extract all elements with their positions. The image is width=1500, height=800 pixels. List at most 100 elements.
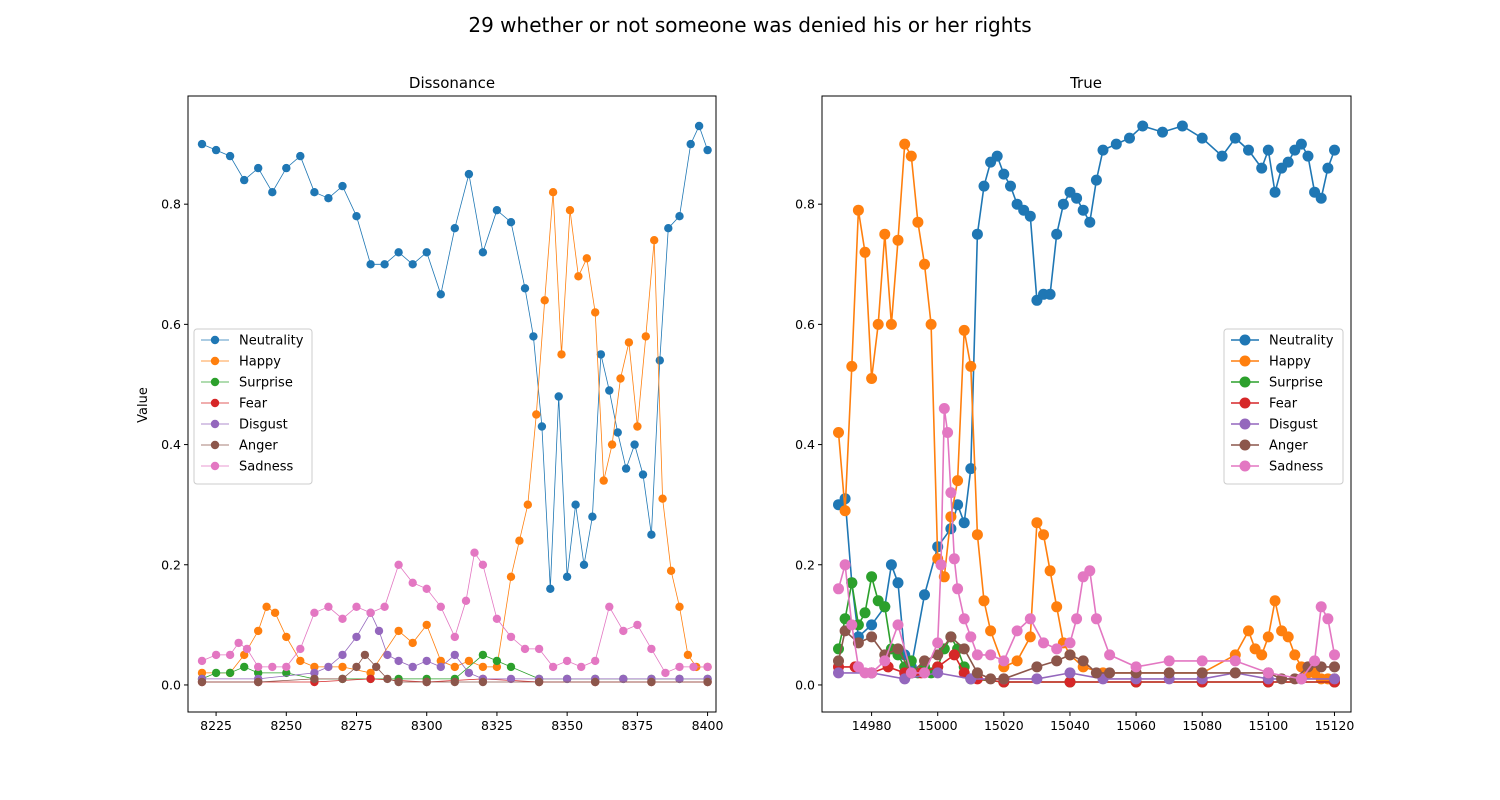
- data-point-neutrality: [1137, 120, 1149, 132]
- data-point-anger: [833, 655, 844, 667]
- data-point-neutrality: [655, 356, 664, 365]
- data-point-anger: [338, 674, 347, 684]
- data-point-happy: [859, 246, 871, 258]
- data-point-sadness: [619, 626, 628, 636]
- figure-title: 29 whether or not someone was denied his…: [468, 13, 1031, 37]
- data-point-sadness: [971, 649, 983, 661]
- data-point-anger: [1064, 649, 1076, 661]
- data-point-happy: [540, 296, 549, 305]
- data-point-neutrality: [1315, 192, 1327, 204]
- data-point-sadness: [942, 427, 954, 438]
- data-point-anger: [372, 662, 381, 672]
- data-point-sadness: [282, 662, 291, 672]
- true-chart: True 14980 15000 15020 15040 15060 15080 15100…: [795, 74, 1354, 733]
- x-tick-label: 15020: [984, 718, 1024, 733]
- data-point-anger: [1031, 661, 1043, 673]
- data-point-happy: [666, 566, 676, 575]
- x-tick-label: 8350: [551, 718, 583, 733]
- series-line-happy: [837, 141, 1335, 680]
- data-point-sadness: [985, 649, 997, 661]
- data-point-neutrality: [1196, 132, 1208, 144]
- data-point-neutrality: [529, 332, 538, 341]
- data-point-neutrality: [408, 260, 417, 269]
- data-point-sadness: [352, 602, 361, 611]
- data-point-sadness: [965, 631, 977, 643]
- y-tick-label: 0.0: [161, 677, 181, 692]
- legend-item: Happy: [201, 355, 281, 370]
- true-chart-title: True: [1069, 74, 1102, 92]
- data-point-neutrality: [675, 212, 684, 221]
- data-point-happy: [892, 234, 904, 246]
- data-point-sadness: [338, 614, 347, 623]
- data-point-happy: [1282, 631, 1294, 643]
- data-point-sadness: [935, 559, 947, 571]
- data-point-neutrality: [1176, 120, 1188, 132]
- x-tick-label: 15040: [1050, 718, 1090, 733]
- data-point-disgust: [619, 674, 628, 684]
- legend-item: Fear: [201, 397, 268, 412]
- x-tick-label: 15060: [1116, 718, 1156, 733]
- data-point-neutrality: [1243, 144, 1254, 156]
- data-point-happy: [675, 602, 684, 611]
- data-point-neutrality: [240, 175, 249, 185]
- data-point-disgust: [833, 667, 844, 679]
- data-point-sadness: [661, 668, 670, 678]
- data-point-sadness: [577, 662, 586, 672]
- data-point-surprise: [478, 650, 488, 660]
- data-point-anger: [971, 667, 983, 679]
- y-tick-label: 0.4: [795, 437, 815, 452]
- data-point-neutrality: [965, 463, 977, 475]
- data-point-neutrality: [268, 188, 277, 197]
- data-point-neutrality: [1051, 228, 1063, 240]
- data-point-sadness: [534, 644, 544, 654]
- data-point-neutrality: [366, 260, 375, 269]
- series-neutrality: [833, 120, 1340, 673]
- data-point-neutrality: [919, 589, 930, 601]
- data-point-sadness: [310, 608, 319, 617]
- x-tick-label: 14980: [852, 718, 892, 733]
- data-point-sadness: [846, 619, 858, 631]
- data-point-neutrality: [1229, 132, 1241, 144]
- series-sadness: [833, 403, 1340, 685]
- data-point-disgust: [1064, 667, 1076, 679]
- data-point-sadness: [1322, 613, 1334, 625]
- legend: Neutrality Happy Surprise Fear Disgust Anger S…: [1223, 328, 1344, 485]
- data-point-happy: [464, 656, 474, 666]
- data-point-happy: [408, 638, 417, 648]
- data-point-sadness: [366, 608, 375, 617]
- legend-item: Disgust: [201, 418, 288, 433]
- data-point-sadness: [254, 662, 263, 672]
- data-point-neutrality: [596, 350, 606, 359]
- data-point-happy: [938, 571, 950, 583]
- plot-frame: [821, 95, 1352, 713]
- data-point-neutrality: [537, 422, 547, 431]
- data-point-neutrality: [310, 188, 319, 197]
- data-point-sadness: [948, 553, 960, 565]
- legend-label: Disgust: [1269, 418, 1318, 433]
- legend-item: Disgust: [1231, 418, 1318, 433]
- data-point-disgust: [408, 662, 417, 672]
- data-point-neutrality: [520, 284, 530, 293]
- legend-label: Fear: [1269, 397, 1298, 412]
- data-point-happy: [557, 350, 566, 359]
- data-point-sadness: [905, 667, 917, 679]
- data-point-neutrality: [1322, 162, 1334, 174]
- data-point-anger: [1104, 667, 1116, 679]
- data-point-neutrality: [464, 169, 474, 179]
- data-point-sadness: [892, 619, 904, 631]
- data-point-happy: [1289, 649, 1301, 661]
- data-point-sadness: [932, 637, 944, 649]
- data-point-anger: [591, 677, 600, 687]
- y-tick-label: 0.2: [795, 557, 815, 572]
- legend-item: Happy: [1231, 355, 1311, 370]
- data-point-neutrality: [394, 248, 403, 257]
- data-point-happy: [515, 536, 524, 545]
- data-point-sadness: [242, 644, 252, 654]
- data-point-sadness: [938, 403, 950, 414]
- x-tick-label: 15000: [918, 718, 958, 733]
- data-point-anger: [360, 650, 370, 660]
- data-point-sadness: [436, 602, 445, 611]
- data-point-anger: [1051, 655, 1063, 667]
- data-point-happy: [833, 427, 844, 438]
- data-point-anger: [1229, 667, 1241, 679]
